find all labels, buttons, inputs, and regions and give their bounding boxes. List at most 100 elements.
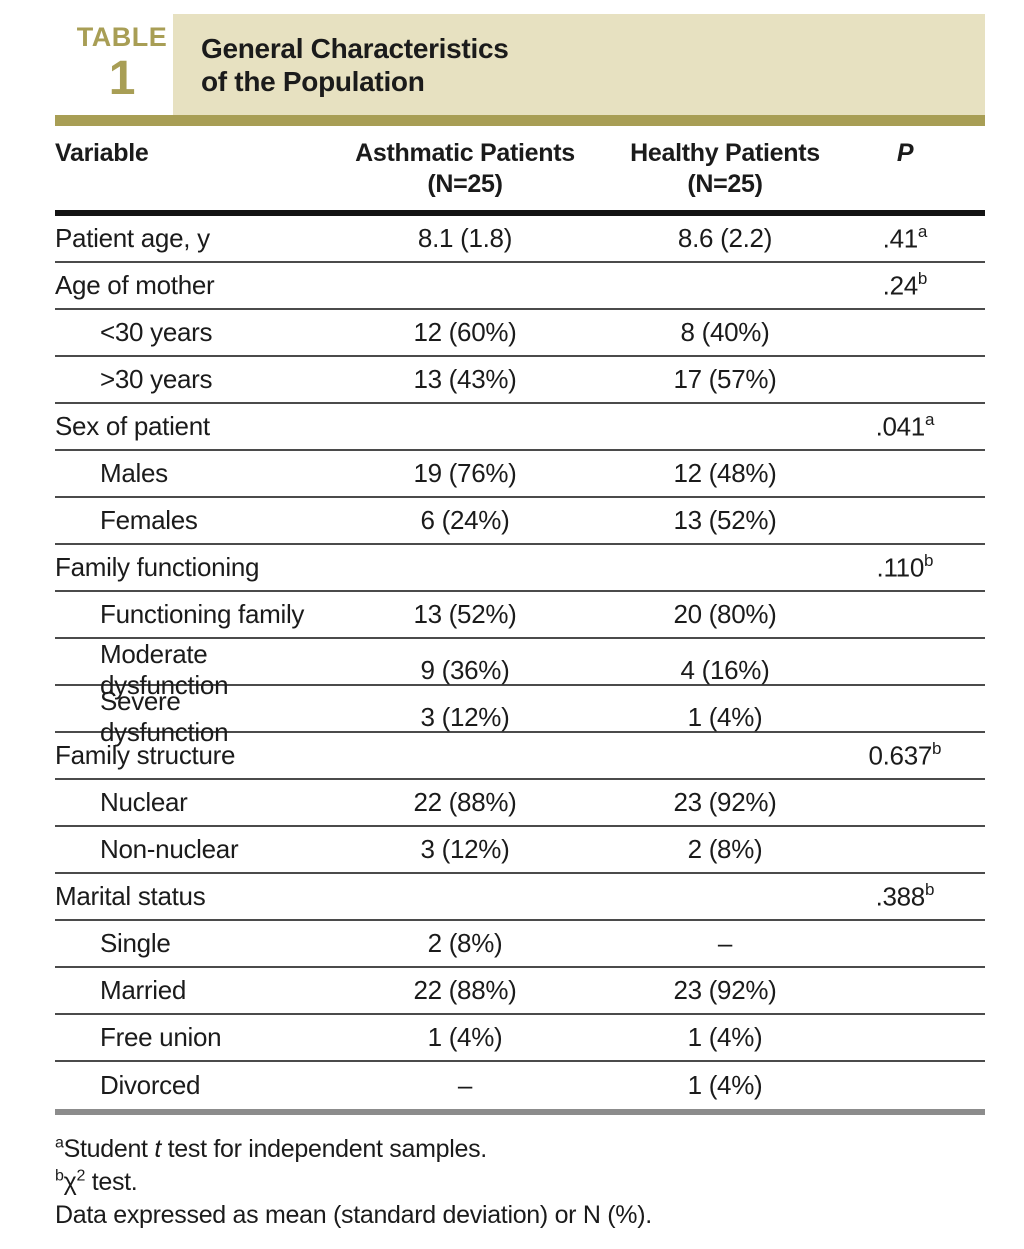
p-value: .388b xyxy=(875,879,935,912)
p-value: .041a xyxy=(875,409,935,442)
footnote-a-text-pre: Student xyxy=(63,1135,155,1163)
table-row: >30 years 13 (43%) 17 (57%) xyxy=(55,357,985,404)
healthy-value: 20 (80%) xyxy=(673,599,777,629)
row-label: <30 years xyxy=(100,317,213,347)
healthy-value: 12 (48%) xyxy=(673,458,777,488)
healthy-value: 8 (40%) xyxy=(680,317,770,347)
table-row: Moderate dysfunction 9 (36%) 4 (16%) xyxy=(55,639,985,700)
healthy-value: – xyxy=(717,928,733,958)
footnote-b-text: test. xyxy=(85,1168,138,1196)
asthmatic-value: 3 (12%) xyxy=(420,834,510,864)
asthmatic-value: – xyxy=(457,1070,473,1100)
table-row: Family functioning .110b xyxy=(55,545,985,592)
table-row: Married 22 (88%) 23 (92%) xyxy=(55,968,985,1015)
column-header-healthy: Healthy Patients (N=25) xyxy=(625,138,825,200)
row-label: Free union xyxy=(100,1022,222,1052)
table-title-line2: of the Population xyxy=(201,65,425,97)
healthy-value: 23 (92%) xyxy=(673,787,777,817)
column-header-healthy-line2: (N=25) xyxy=(687,170,763,198)
table-row: Patient age, y 8.1 (1.8) 8.6 (2.2) .41a xyxy=(55,216,985,263)
table-row: Sex of patient .041a xyxy=(55,404,985,451)
row-label: Males xyxy=(100,458,168,488)
p-value-superscript: b xyxy=(924,550,934,570)
row-label: Moderate dysfunction xyxy=(100,639,229,700)
column-header-asthmatic-line2: (N=25) xyxy=(427,170,503,198)
footnote-a-text-post: test for independent samples. xyxy=(161,1135,488,1163)
row-label: Nuclear xyxy=(100,787,188,817)
table-row: Single 2 (8%) – xyxy=(55,921,985,968)
asthmatic-value: 6 (24%) xyxy=(420,505,510,535)
footnote-a-italic-t: t xyxy=(154,1135,161,1163)
column-header-healthy-line1: Healthy Patients xyxy=(630,139,820,167)
p-value-superscript: b xyxy=(917,268,928,288)
row-label: Family functioning xyxy=(55,552,260,582)
header-rule xyxy=(55,210,985,216)
healthy-value: 2 (8%) xyxy=(687,834,763,864)
healthy-value: 1 (4%) xyxy=(687,1070,763,1100)
p-value-superscript: b xyxy=(932,738,942,758)
table-body: Patient age, y 8.1 (1.8) 8.6 (2.2) .41a Age … xyxy=(55,216,985,1109)
table-row: Nuclear 22 (88%) 23 (92%) xyxy=(55,780,985,827)
row-label: Functioning family xyxy=(100,599,305,629)
table-row: Family structure 0.637b xyxy=(55,733,985,780)
table-number: 1 xyxy=(108,52,136,105)
title-banner: General Characteristics of the Populatio… xyxy=(173,14,985,115)
accent-divider-bar xyxy=(55,115,985,126)
footnote-b-exponent: 2 xyxy=(76,1167,86,1185)
footnote-b-marker: b xyxy=(55,1167,64,1185)
healthy-value: 1 (4%) xyxy=(687,1022,763,1052)
footnote-data-note: Data expressed as mean (standard deviati… xyxy=(55,1201,652,1229)
column-header-p: P xyxy=(896,139,914,167)
row-label: >30 years xyxy=(100,364,213,394)
table-row: Non-nuclear 3 (12%) 2 (8%) xyxy=(55,827,985,874)
footnote-a-marker: a xyxy=(55,1134,64,1152)
table-number-label: TABLE 1 xyxy=(68,24,176,103)
row-label: Severe dysfunction xyxy=(100,686,229,747)
healthy-value: 13 (52%) xyxy=(673,505,777,535)
healthy-value: 4 (16%) xyxy=(680,654,770,685)
row-label: Patient age, y xyxy=(55,223,210,253)
p-value: .24b xyxy=(882,268,928,301)
asthmatic-value: 12 (60%) xyxy=(413,317,517,347)
healthy-value: 23 (92%) xyxy=(673,975,777,1005)
asthmatic-value: 3 (12%) xyxy=(420,701,510,732)
table-row: <30 years 12 (60%) 8 (40%) xyxy=(55,310,985,357)
table-header: TABLE 1 General Characteristics of the P… xyxy=(0,0,1024,126)
row-label: Age of mother xyxy=(55,270,215,300)
table-title-line1: General Characteristics xyxy=(201,32,509,64)
footnotes: aStudent t test for independent samples.… xyxy=(55,1133,1024,1232)
column-header-row: Variable Asthmatic Patients (N=25) Healt… xyxy=(55,126,985,210)
row-label: Married xyxy=(100,975,187,1005)
row-label: Females xyxy=(100,505,198,535)
p-value: .110b xyxy=(876,550,934,583)
p-value-superscript: b xyxy=(924,879,935,899)
table-row: Free union 1 (4%) 1 (4%) xyxy=(55,1015,985,1062)
table-row: Marital status .388b xyxy=(55,874,985,921)
p-value-superscript: a xyxy=(924,409,935,429)
footnote-b: bχ2 test. xyxy=(55,1166,1024,1199)
table-row: Divorced – 1 (4%) xyxy=(55,1062,985,1109)
p-value: .41a xyxy=(882,221,928,254)
column-header-asthmatic: Asthmatic Patients (N=25) xyxy=(305,138,625,200)
row-label: Sex of patient xyxy=(55,411,210,441)
row-label: Family structure xyxy=(55,740,236,770)
column-header-variable: Variable xyxy=(55,139,149,167)
asthmatic-value: 13 (43%) xyxy=(413,364,517,394)
asthmatic-value: 9 (36%) xyxy=(420,654,510,685)
bottom-rule xyxy=(55,1109,985,1115)
table-row: Age of mother .24b xyxy=(55,263,985,310)
p-value: 0.637b xyxy=(868,738,942,771)
p-value-superscript: a xyxy=(917,221,928,241)
asthmatic-value: 22 (88%) xyxy=(413,975,517,1005)
asthmatic-value: 13 (52%) xyxy=(413,599,517,629)
column-header-asthmatic-line1: Asthmatic Patients xyxy=(355,139,575,167)
table-row: Severe dysfunction 3 (12%) 1 (4%) xyxy=(55,686,985,747)
row-label: Single xyxy=(100,928,171,958)
table-row: Functioning family 13 (52%) 20 (80%) xyxy=(55,592,985,639)
asthmatic-value: 1 (4%) xyxy=(427,1022,503,1052)
asthmatic-value: 22 (88%) xyxy=(413,787,517,817)
healthy-value: 1 (4%) xyxy=(687,701,763,732)
asthmatic-value: 8.1 (1.8) xyxy=(417,223,513,253)
asthmatic-value: 2 (8%) xyxy=(427,928,503,958)
